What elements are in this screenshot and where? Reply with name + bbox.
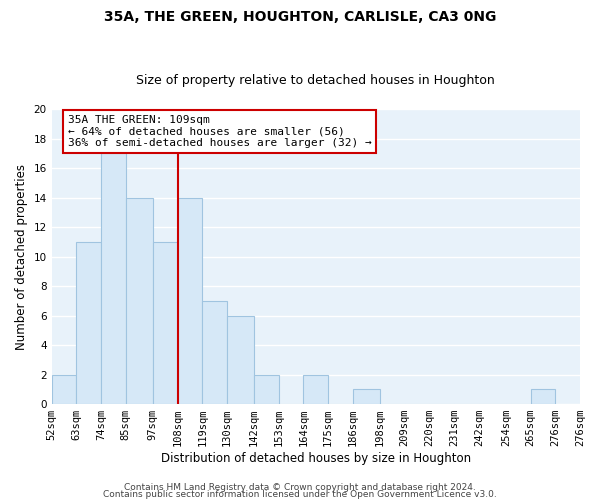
Bar — [530, 390, 555, 404]
Bar — [178, 198, 202, 404]
Title: Size of property relative to detached houses in Houghton: Size of property relative to detached ho… — [136, 74, 495, 87]
Bar — [254, 374, 279, 404]
Bar — [304, 374, 328, 404]
Bar — [126, 198, 153, 404]
Bar — [101, 154, 126, 404]
Bar — [353, 390, 380, 404]
Bar — [227, 316, 254, 404]
Bar — [52, 374, 76, 404]
Bar — [202, 301, 227, 404]
Text: Contains HM Land Registry data © Crown copyright and database right 2024.: Contains HM Land Registry data © Crown c… — [124, 484, 476, 492]
X-axis label: Distribution of detached houses by size in Houghton: Distribution of detached houses by size … — [161, 452, 471, 465]
Bar — [76, 242, 101, 404]
Bar — [153, 242, 178, 404]
Text: 35A THE GREEN: 109sqm
← 64% of detached houses are smaller (56)
36% of semi-deta: 35A THE GREEN: 109sqm ← 64% of detached … — [68, 115, 371, 148]
Y-axis label: Number of detached properties: Number of detached properties — [15, 164, 28, 350]
Text: Contains public sector information licensed under the Open Government Licence v3: Contains public sector information licen… — [103, 490, 497, 499]
Text: 35A, THE GREEN, HOUGHTON, CARLISLE, CA3 0NG: 35A, THE GREEN, HOUGHTON, CARLISLE, CA3 … — [104, 10, 496, 24]
